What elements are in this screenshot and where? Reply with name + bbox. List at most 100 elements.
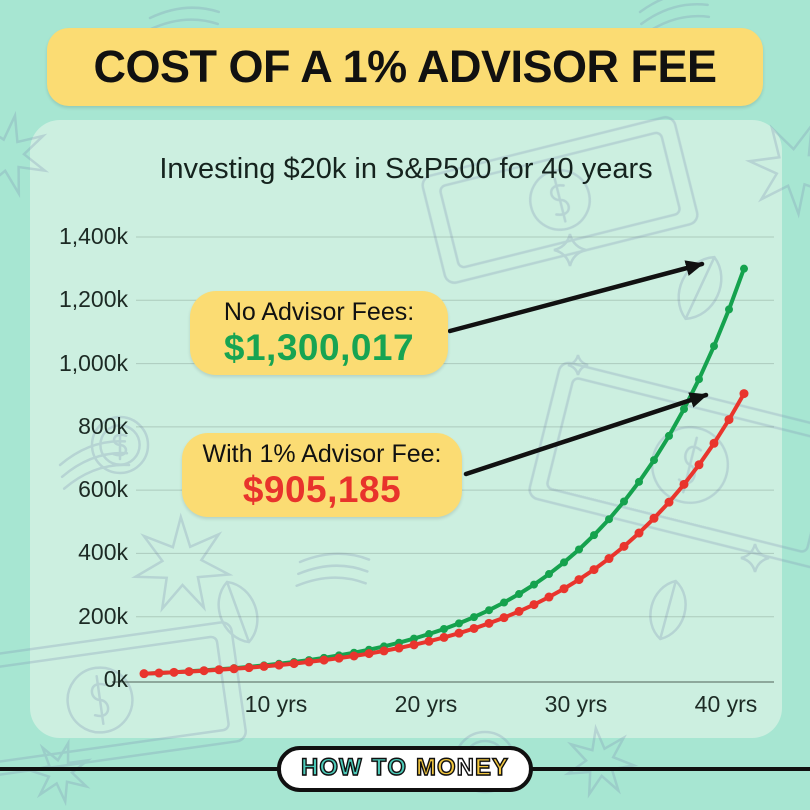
data-point xyxy=(440,624,448,633)
data-point xyxy=(619,541,629,551)
star-doodle xyxy=(563,723,639,799)
x-tick-label: 20 yrs xyxy=(394,691,458,717)
x-tick-label: 40 yrs xyxy=(694,691,758,717)
data-point xyxy=(410,634,418,643)
data-point xyxy=(454,628,464,638)
y-tick-label: 1,200k xyxy=(58,286,128,313)
leaf-doodle xyxy=(677,255,723,321)
logo-letter: W xyxy=(338,753,363,781)
callout-label: No Advisor Fees: xyxy=(223,297,415,326)
y-tick-label: 1,400k xyxy=(58,222,128,249)
data-point xyxy=(379,646,389,656)
data-point xyxy=(409,640,419,650)
star-doodle xyxy=(744,124,810,219)
data-point xyxy=(364,649,374,659)
data-point xyxy=(724,415,734,425)
data-point xyxy=(455,619,463,628)
data-point xyxy=(169,667,179,677)
data-point xyxy=(604,554,614,564)
coin-doodle xyxy=(90,415,150,475)
data-point xyxy=(184,667,194,677)
star-doodle xyxy=(0,110,50,199)
dollar-bill-doodle xyxy=(421,116,699,284)
data-point xyxy=(485,606,493,615)
leaf-doodle xyxy=(649,579,687,641)
sparkle-doodle xyxy=(740,543,770,573)
data-point xyxy=(725,305,733,314)
data-point xyxy=(425,630,433,639)
data-point xyxy=(694,460,704,470)
callout-no-advisor-fees: No Advisor Fees: $1,300,017 xyxy=(190,291,448,375)
data-point xyxy=(470,613,478,622)
sparkle-doodle xyxy=(567,354,589,376)
y-tick-label: 600k xyxy=(78,476,128,503)
data-point xyxy=(650,456,658,465)
page-title: COST OF A 1% ADVISOR FEE xyxy=(93,41,717,92)
data-point xyxy=(349,651,359,661)
data-point xyxy=(739,389,749,399)
data-point xyxy=(545,570,553,579)
data-point xyxy=(695,375,703,384)
logo-letter: T xyxy=(371,753,388,781)
data-point xyxy=(259,661,269,671)
data-point xyxy=(544,592,554,602)
logo-letter: H xyxy=(300,753,320,781)
data-point xyxy=(319,655,329,665)
data-point xyxy=(499,613,509,623)
logo-letter: O xyxy=(387,753,407,781)
x-tick-label: 30 yrs xyxy=(544,691,608,717)
data-point xyxy=(620,497,628,506)
series-with-fee xyxy=(139,389,749,679)
data-point xyxy=(590,531,598,540)
data-point xyxy=(484,618,494,628)
data-point xyxy=(649,513,659,523)
logo-letter: O xyxy=(436,753,457,781)
y-tick-label: 0k xyxy=(103,665,128,692)
data-point xyxy=(740,264,748,273)
data-point xyxy=(589,565,599,575)
swoosh-doodle xyxy=(58,440,131,490)
y-tick-label: 400k xyxy=(78,539,128,566)
data-point xyxy=(514,606,524,616)
callout-label: With 1% Advisor Fee: xyxy=(202,439,442,468)
data-point xyxy=(244,663,254,673)
data-point xyxy=(559,584,569,594)
dollar-bill-doodle xyxy=(0,621,247,779)
y-tick-label: 1,000k xyxy=(58,349,128,376)
arrow-to-with-fee-endpoint xyxy=(463,392,709,477)
data-point xyxy=(515,590,523,599)
x-tick-label: 10 yrs xyxy=(244,691,308,717)
data-point xyxy=(634,528,644,538)
data-point xyxy=(274,660,284,670)
data-point xyxy=(575,545,583,554)
data-point xyxy=(139,669,149,679)
data-point xyxy=(679,479,689,489)
data-point xyxy=(635,477,643,486)
data-point xyxy=(199,666,209,676)
leaf-doodle xyxy=(217,580,259,644)
data-point xyxy=(304,657,314,667)
data-point xyxy=(664,497,674,507)
chart-panel xyxy=(30,120,782,738)
logo-letter: E xyxy=(474,753,493,781)
data-point xyxy=(424,636,434,646)
data-point xyxy=(394,643,404,653)
swoosh-doodle xyxy=(295,552,371,588)
data-point xyxy=(574,575,584,585)
data-point xyxy=(605,515,613,524)
data-point xyxy=(214,665,224,675)
logo-letter: Y xyxy=(491,753,510,781)
callout-value-no-fees: $1,300,017 xyxy=(223,326,415,368)
data-point xyxy=(680,405,688,414)
logo-letter: O xyxy=(319,753,339,781)
sparkle-doodle xyxy=(553,233,587,267)
data-point xyxy=(500,598,508,607)
annotation-arrows xyxy=(447,260,709,477)
data-point xyxy=(439,632,449,642)
callout-value-with-fee: $905,185 xyxy=(242,468,402,510)
callout-with-advisor-fee: With 1% Advisor Fee: $905,185 xyxy=(182,433,462,517)
star-doodle xyxy=(25,738,93,807)
